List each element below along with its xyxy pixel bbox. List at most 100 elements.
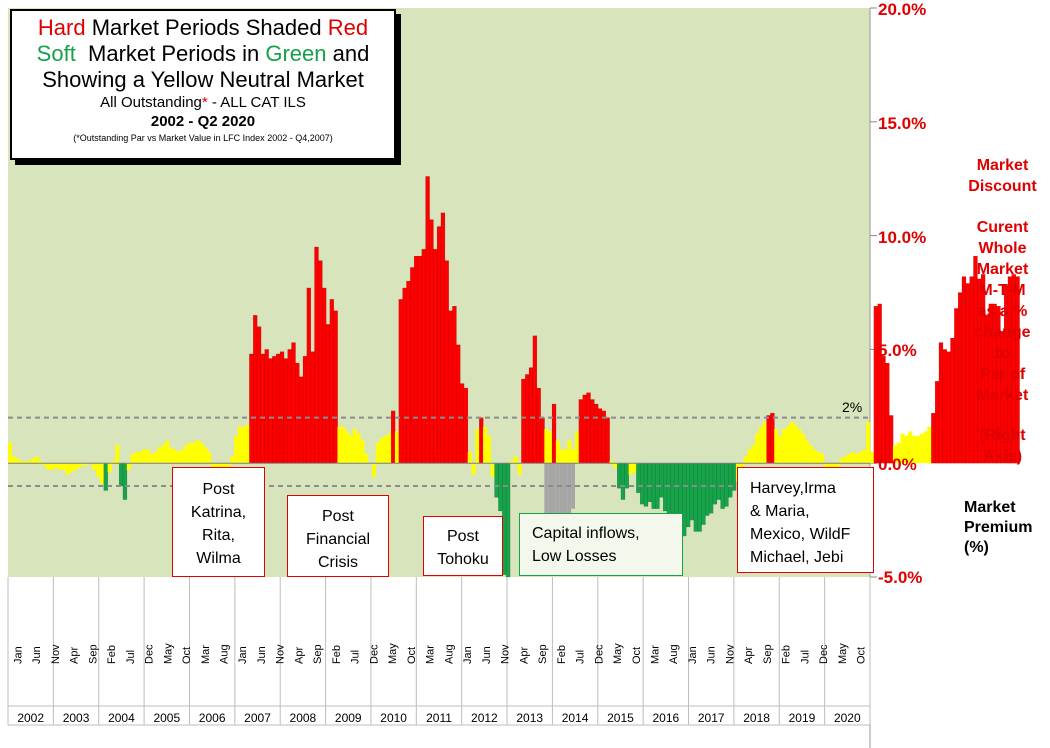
data-bar — [467, 451, 472, 464]
data-bar — [505, 463, 511, 578]
month-tick-label: Jun — [256, 646, 268, 664]
data-bar — [122, 463, 128, 500]
data-bar — [743, 456, 748, 464]
month-tick-label: Aug — [219, 644, 231, 664]
month-tick-label: Aug — [443, 644, 455, 664]
data-bar — [429, 219, 434, 464]
data-bar — [747, 449, 752, 464]
data-bar — [161, 444, 166, 464]
data-bar — [801, 433, 806, 464]
data-bar — [594, 403, 599, 464]
month-tick-label: Nov — [50, 644, 62, 664]
month-tick-label: Nov — [500, 644, 512, 664]
data-bar — [889, 415, 894, 464]
data-bar — [268, 358, 273, 464]
right-axis-description: Curent Whole Market M-T-M as a % change to P… — [974, 219, 1031, 404]
year-label: 2005 — [153, 711, 180, 725]
data-bar — [839, 458, 844, 464]
data-bar — [835, 463, 840, 468]
data-bar — [850, 451, 855, 464]
data-bar — [383, 435, 388, 464]
data-bar — [590, 399, 595, 464]
data-bar — [118, 463, 124, 487]
month-tick-label: Feb — [106, 645, 118, 664]
data-bar — [490, 463, 495, 477]
data-bar — [69, 463, 74, 473]
data-bar — [348, 435, 353, 464]
month-tick-label: Dec — [818, 644, 830, 664]
data-bar — [751, 444, 756, 464]
data-bar — [666, 463, 672, 514]
data-bar — [456, 344, 461, 464]
month-tick-label: Jul — [575, 650, 587, 664]
data-bar — [153, 451, 158, 464]
data-bar — [797, 429, 802, 464]
data-bar — [662, 463, 668, 512]
data-bar — [440, 212, 446, 464]
data-bar — [11, 456, 16, 464]
year-label: 2017 — [698, 711, 725, 725]
y-tick-label: 0.0% — [878, 455, 917, 474]
data-bar — [728, 463, 733, 498]
data-bar — [486, 435, 491, 464]
data-bar — [57, 463, 62, 471]
data-bar — [53, 463, 59, 468]
month-tick-label: Jul — [799, 650, 811, 664]
note-katrina: Post Katrina, Rita, Wilma — [172, 467, 265, 577]
data-bar — [758, 426, 763, 464]
data-bar — [532, 335, 538, 464]
grey-bar — [544, 463, 549, 523]
month-tick-label: Jul — [125, 650, 137, 664]
data-bar — [613, 463, 618, 468]
year-label: 2015 — [607, 711, 634, 725]
data-bar — [551, 403, 557, 464]
data-bar — [701, 463, 706, 525]
data-bar — [249, 353, 254, 464]
note-2017-storms: Harvey,Irma & Maria, Mexico, WildF Michael,… — [737, 467, 874, 573]
data-bar — [417, 255, 423, 464]
title-line-3: Showing a Yellow Neutral Market — [42, 67, 364, 92]
data-bar — [536, 387, 541, 464]
data-bar — [279, 351, 285, 464]
data-bar — [398, 299, 403, 464]
month-tick-label: Apr — [69, 647, 81, 664]
y-tick-label: 15.0% — [878, 114, 927, 133]
month-tick-label: Jan — [462, 646, 474, 664]
data-bar — [61, 463, 66, 471]
data-bar — [578, 399, 584, 464]
y-tick-label: 10.0% — [878, 228, 927, 247]
data-bar — [184, 444, 189, 464]
data-bar — [306, 287, 312, 464]
data-bar — [188, 442, 193, 464]
data-bar — [559, 449, 564, 464]
threshold-label: 2% — [842, 399, 863, 415]
data-bar — [601, 410, 607, 464]
month-tick-label: Apr — [293, 647, 305, 664]
month-tick-label: Mar — [425, 645, 437, 664]
data-bar — [8, 442, 13, 464]
data-bar — [379, 438, 384, 464]
data-bar — [762, 422, 767, 464]
data-bar — [463, 387, 469, 464]
month-tick-label: May — [837, 643, 849, 664]
data-bar — [302, 356, 308, 464]
data-bar — [755, 433, 760, 464]
data-bar — [847, 454, 852, 464]
month-tick-label: Dec — [368, 644, 380, 664]
data-bar — [46, 463, 51, 471]
month-tick-label: Nov — [724, 644, 736, 664]
data-bar — [364, 454, 369, 464]
data-bar — [555, 440, 560, 464]
data-bar — [831, 463, 836, 471]
month-tick-label: Jan — [687, 646, 699, 664]
data-bar — [149, 454, 154, 464]
data-bar — [322, 287, 327, 464]
data-bar — [203, 447, 208, 464]
month-tick-label: May — [162, 643, 174, 664]
data-bar — [23, 460, 28, 464]
data-bar — [475, 429, 480, 464]
data-bar — [444, 260, 449, 464]
data-bar — [356, 433, 361, 464]
month-tick-label: Jun — [481, 646, 493, 664]
data-bar — [866, 422, 871, 464]
